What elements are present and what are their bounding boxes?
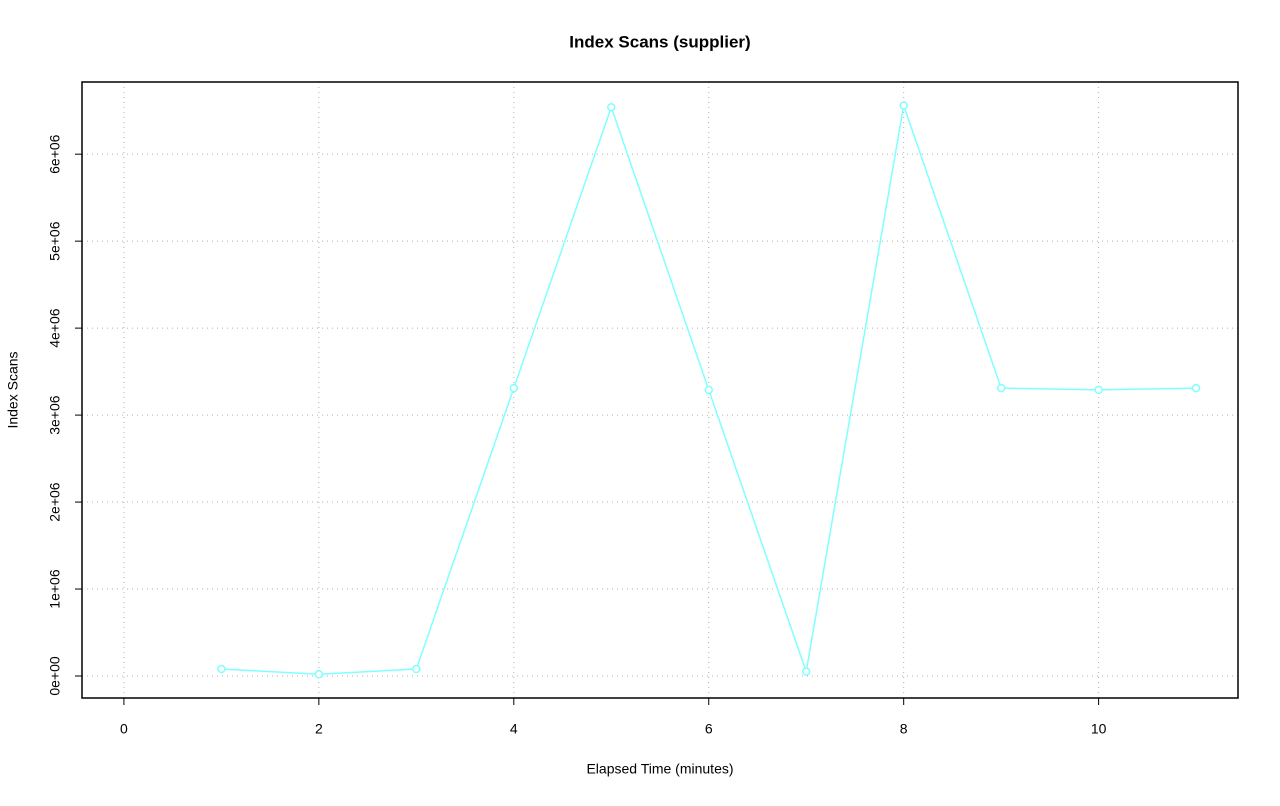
x-tick-label: 2 (315, 721, 323, 737)
data-point (801, 667, 811, 676)
x-tick-label: 10 (1091, 721, 1107, 737)
data-point (704, 385, 713, 395)
data-point (1094, 385, 1103, 395)
data-point (899, 101, 908, 110)
y-axis-label: Index Scans (5, 351, 21, 428)
x-tick-label: 0 (120, 721, 128, 737)
x-tick-label: 4 (510, 721, 518, 737)
y-tick-label: 4e+06 (47, 308, 63, 348)
data-point (607, 102, 616, 112)
y-tick-label: 1e+06 (47, 569, 63, 609)
plot-frame (81, 81, 1239, 699)
x-tick-label: 8 (900, 721, 908, 737)
data-point (996, 383, 1006, 393)
chart-title: Index Scans (supplier) (569, 32, 750, 51)
x-axis-label: Elapsed Time (minutes) (586, 761, 733, 777)
y-tick-label: 2e+06 (47, 482, 63, 522)
data-point (314, 670, 324, 679)
data-point (509, 383, 519, 393)
data-point (412, 664, 421, 674)
plot-area (217, 101, 1201, 679)
y-tick-label: 3e+06 (47, 395, 63, 435)
y-tick-label: 5e+06 (47, 221, 63, 261)
x-tick-label: 6 (705, 721, 713, 737)
data-point (1191, 383, 1201, 393)
y-tick-label: 6e+06 (47, 134, 63, 174)
data-point (217, 664, 226, 674)
y-tick-label: 0e+00 (47, 656, 63, 696)
